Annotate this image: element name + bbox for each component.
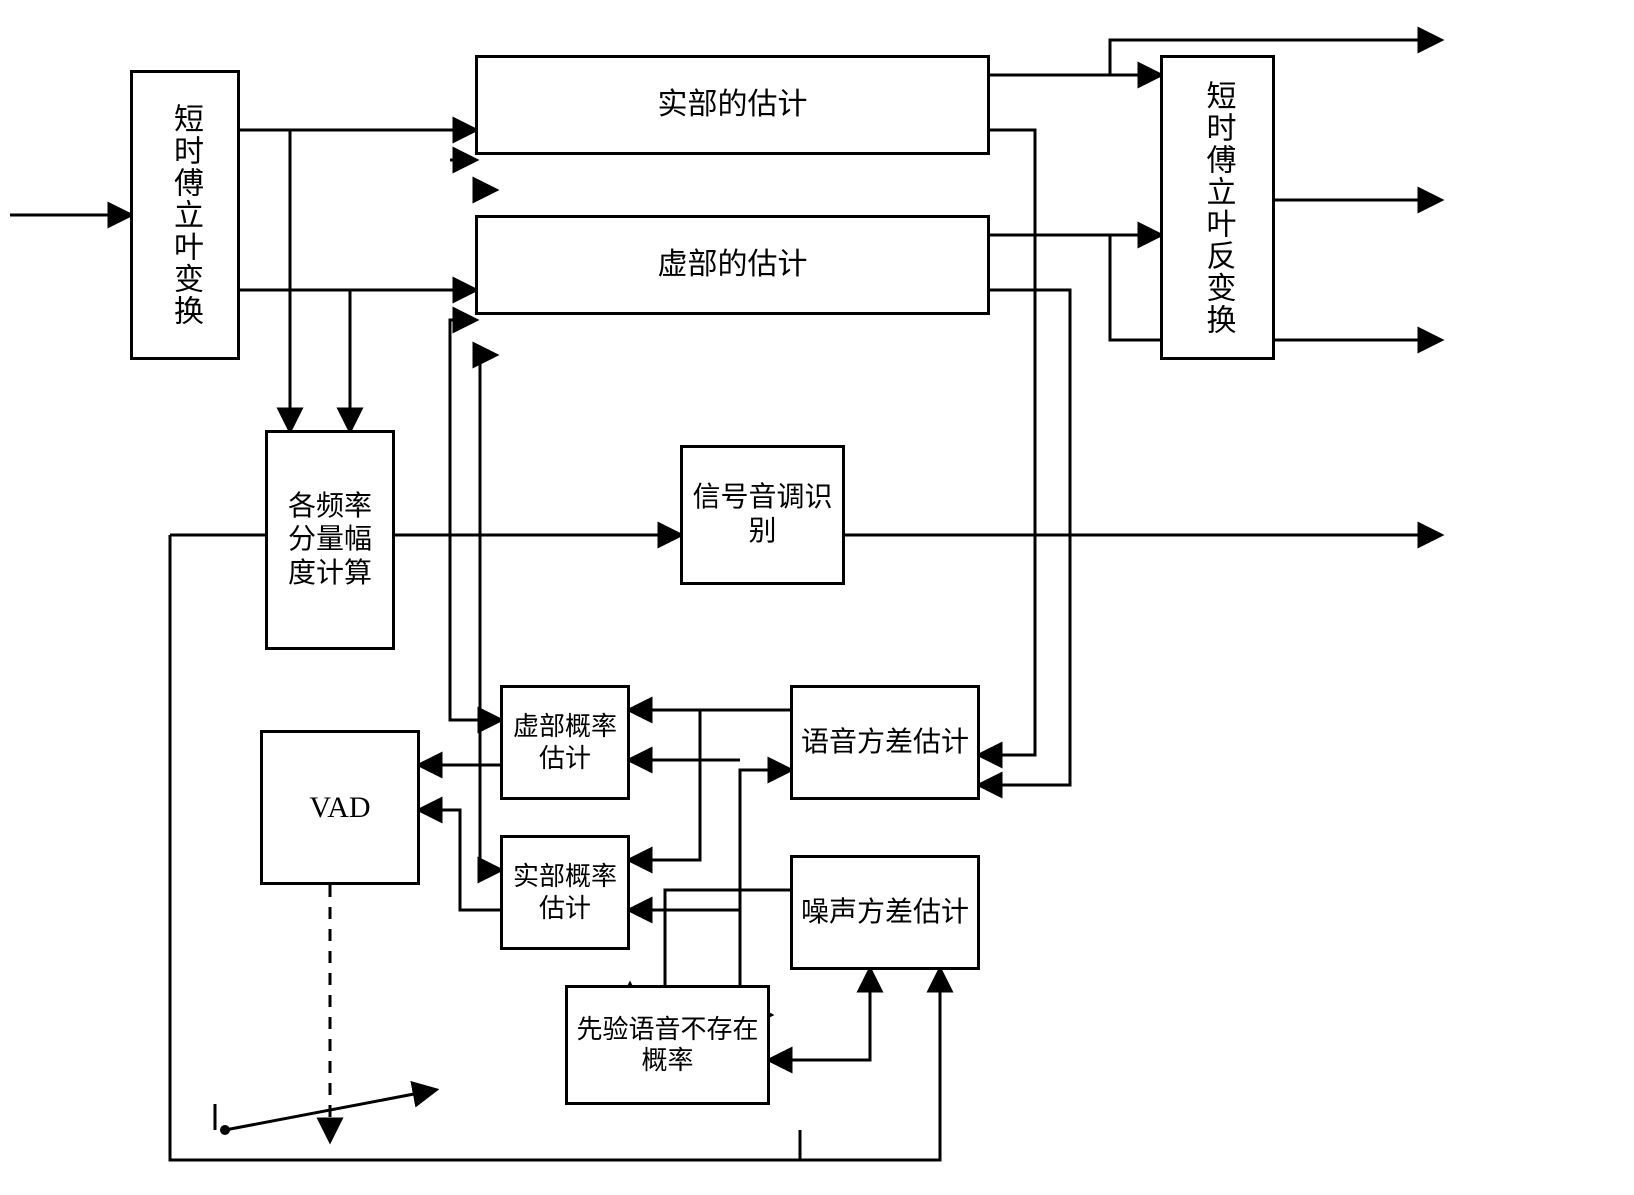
node-noise_var: 噪声方差估计 xyxy=(790,855,980,970)
edge-19 xyxy=(480,355,500,870)
node-label: 虚部的估计 xyxy=(658,247,808,283)
edge-28 xyxy=(630,890,790,1000)
node-label: 虚部概率估计 xyxy=(511,711,619,773)
node-imag_prob: 虚部概率估计 xyxy=(500,685,630,800)
node-istft: 短时傅立叶反变换 xyxy=(1160,55,1275,360)
node-label: 短时傅立叶变换 xyxy=(167,103,203,327)
node-label: 实部的估计 xyxy=(658,87,808,123)
edge-22 xyxy=(420,810,500,910)
node-imag_est: 虚部的估计 xyxy=(475,215,990,315)
node-mag_calc: 各频率分量幅度计算 xyxy=(265,430,395,650)
node-tone_id: 信号音调识别 xyxy=(680,445,845,585)
diagram-canvas: 短时傅立叶变换 实部的估计虚部的估计 短时傅立叶反变换各频率分量幅度计算 信号音调识别… xyxy=(0,0,1634,1195)
node-prior_absent: 先验语音不存在概率 xyxy=(565,985,770,1105)
edge-10 xyxy=(980,290,1070,785)
switch-terminal xyxy=(220,1125,230,1135)
node-real_est: 实部的估计 xyxy=(475,55,990,155)
edge-16 xyxy=(800,970,940,1160)
node-label: 实部概率估计 xyxy=(511,861,619,923)
node-label: VAD xyxy=(309,790,370,826)
node-stft: 短时傅立叶变换 xyxy=(130,70,240,360)
edge-31 xyxy=(225,1090,435,1130)
node-label: 短时傅立叶反变换 xyxy=(1200,80,1236,336)
node-real_prob: 实部概率估计 xyxy=(500,835,630,950)
edge-25 xyxy=(740,770,790,1015)
node-label: 信号音调识别 xyxy=(691,481,834,548)
edge-24 xyxy=(630,710,700,860)
node-speech_var: 语音方差估计 xyxy=(790,685,980,800)
node-label: 先验语音不存在概率 xyxy=(576,1014,759,1076)
node-label: 语音方差估计 xyxy=(801,726,969,760)
node-label: 噪声方差估计 xyxy=(801,896,969,930)
node-label: 各频率分量幅度计算 xyxy=(276,490,384,591)
node-vad: VAD xyxy=(260,730,420,885)
edge-17 xyxy=(450,320,500,720)
edge-29 xyxy=(770,970,870,1060)
wiring-layer xyxy=(0,0,1634,1195)
